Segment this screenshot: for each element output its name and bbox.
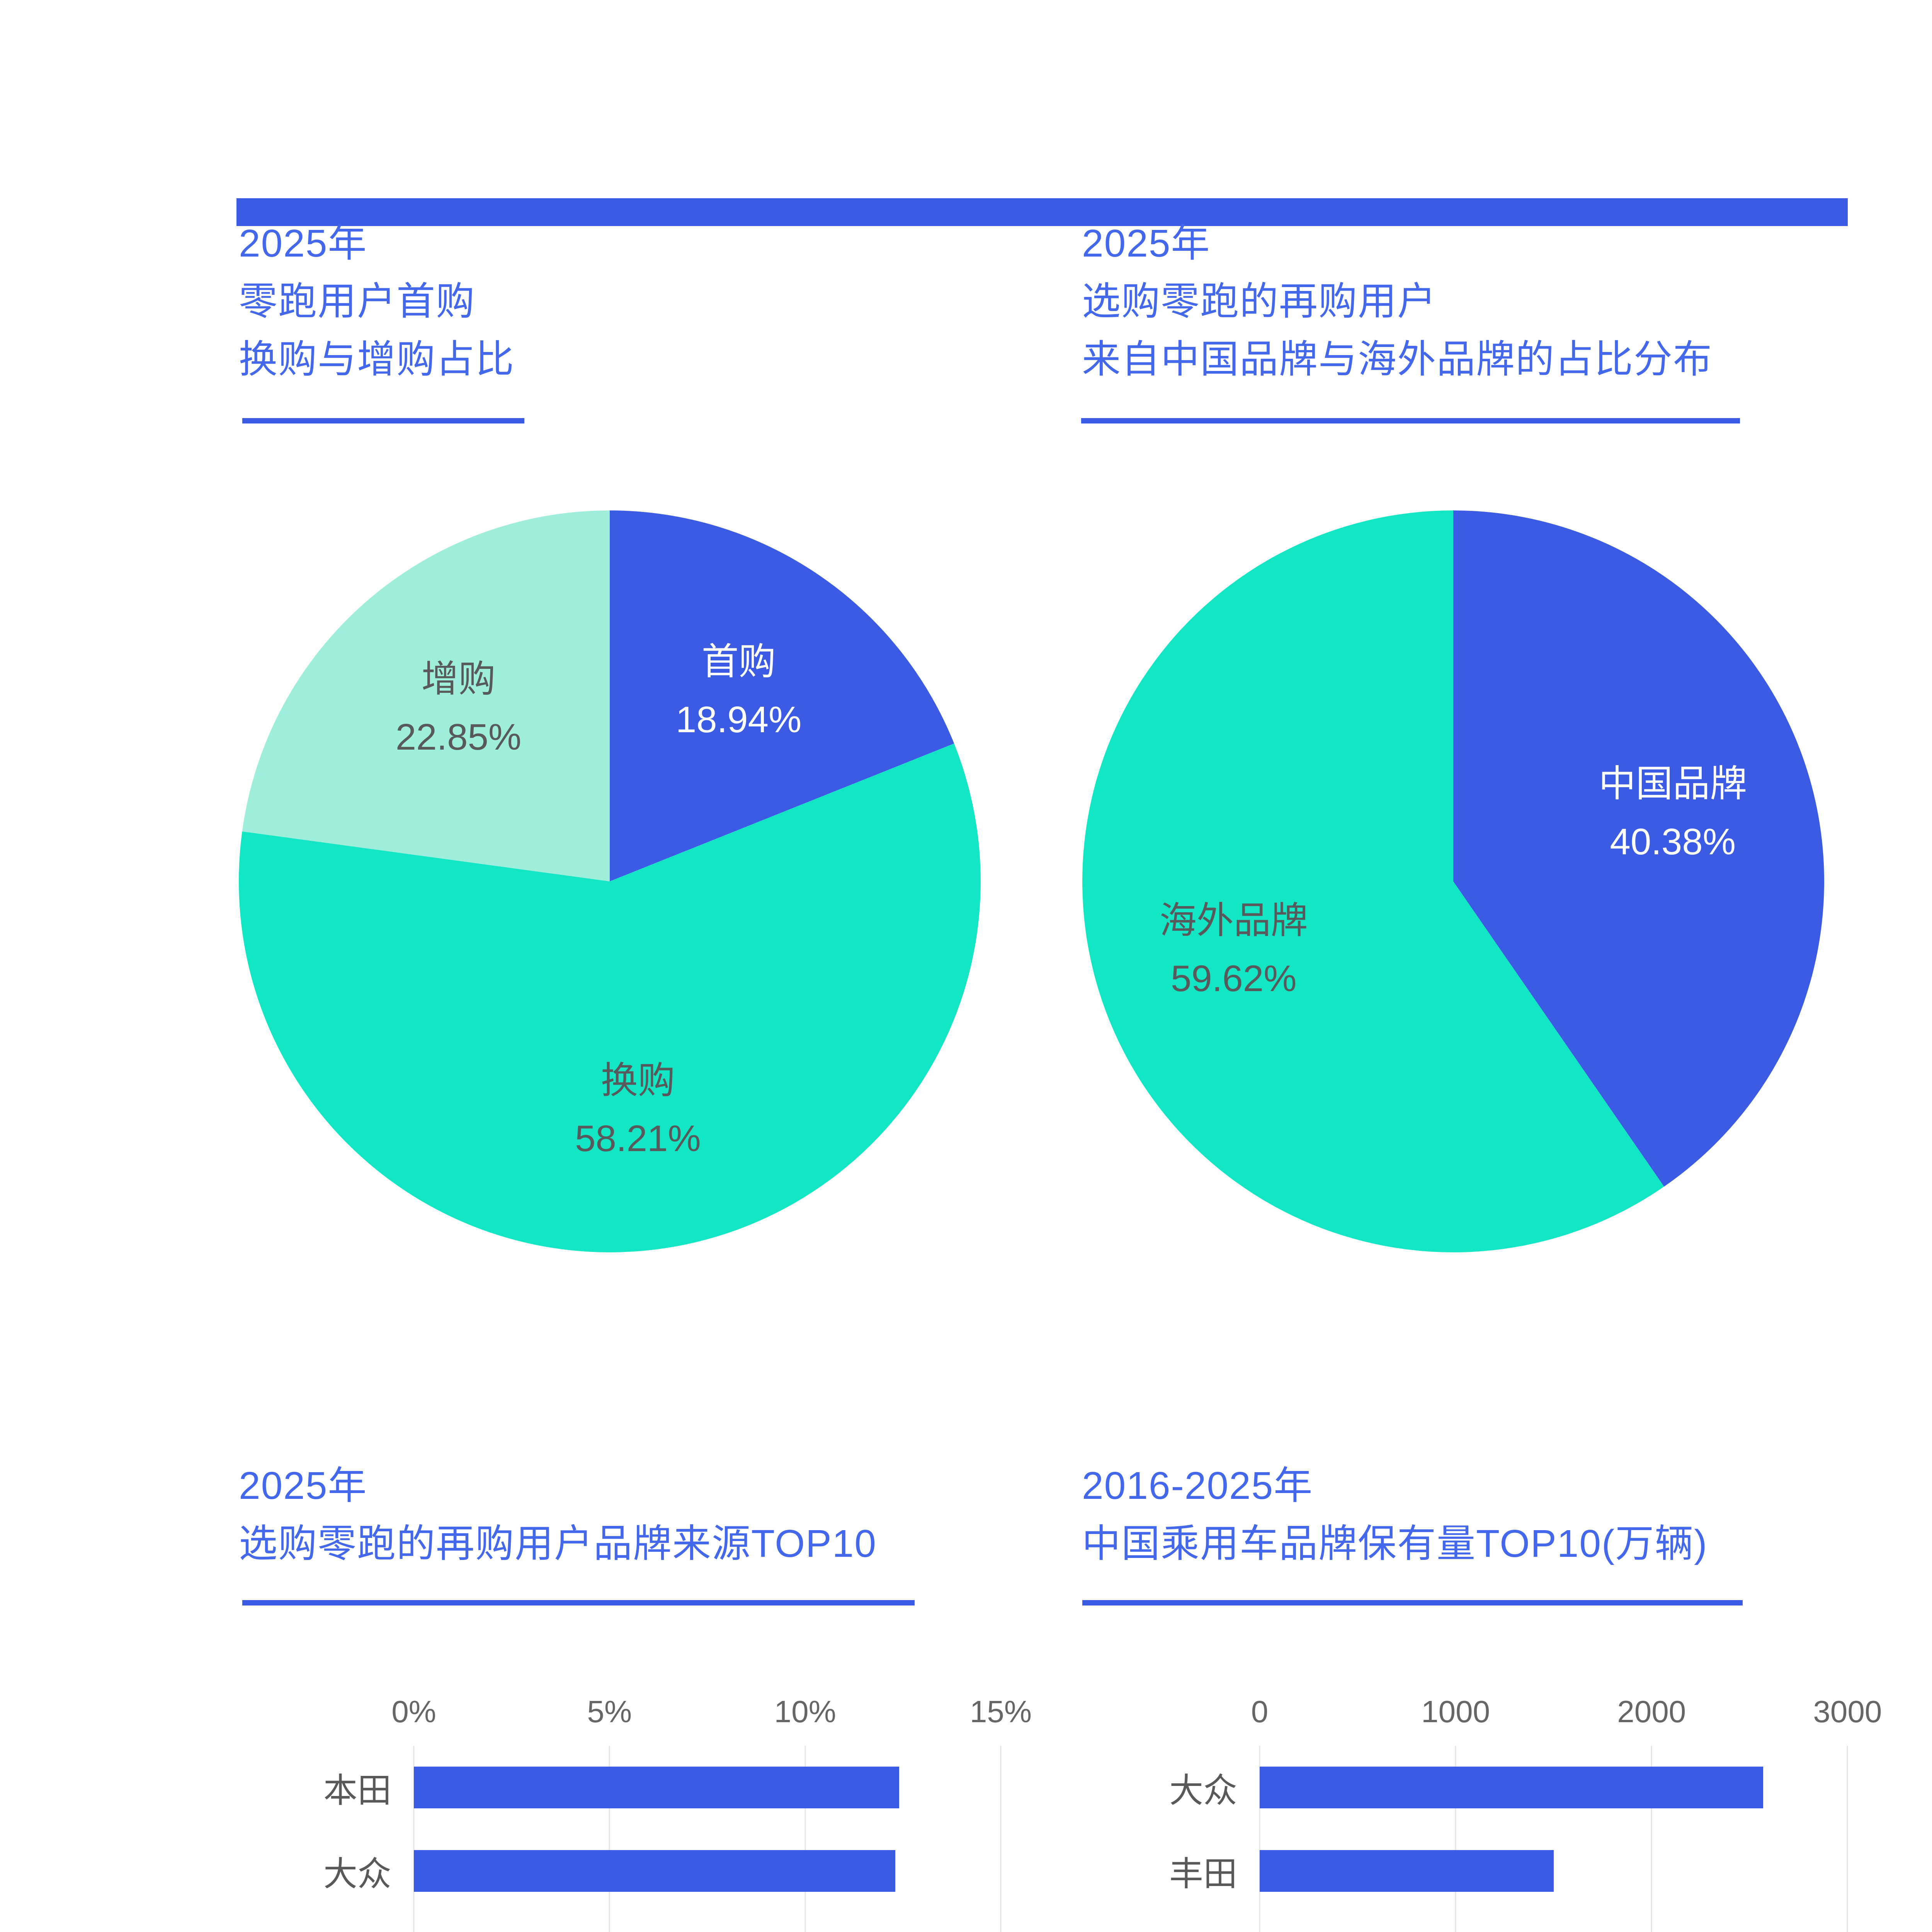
category-label-本田: 本田 xyxy=(323,1771,391,1810)
x-tick-label: 0% xyxy=(391,1694,436,1729)
gridline xyxy=(1847,1746,1848,1932)
pie2-title-underline xyxy=(1081,418,1740,423)
bar2-title-line: 中国乘用车品牌保有量TOP10(万辆) xyxy=(1082,1522,1708,1565)
gridline xyxy=(1000,1746,1002,1932)
bar-丰田 xyxy=(1260,1850,1554,1892)
bar-本田 xyxy=(414,1767,899,1808)
pie-slice-首购 xyxy=(610,510,954,881)
pie-slice-label-中国品牌: 中国品牌 40.38% xyxy=(1599,763,1747,862)
gridline xyxy=(609,1746,610,1932)
pie-slice-label-换购: 换购 58.21% xyxy=(575,1060,701,1159)
pie-chart-brand-origin: 中国品牌 40.38% 海外品牌 59.62% xyxy=(1082,510,1824,1252)
pie-slice-label-海外品牌: 海外品牌 59.62% xyxy=(1159,900,1308,1000)
category-label-丰田: 丰田 xyxy=(1169,1854,1237,1893)
pie-slice-label-增购: 增购 22.85% xyxy=(395,658,522,758)
x-tick-label: 3000 xyxy=(1813,1694,1882,1729)
category-labels: 大众丰田比亚迪本田吉利汽车长安汽车日产别克奔驰宝马 xyxy=(1078,1746,1237,1932)
x-tick-label: 10% xyxy=(774,1694,836,1729)
pie-graphic xyxy=(1082,510,1824,1252)
pie1-title: 2025年 零跑用户首购 换购与增购占比 xyxy=(239,214,515,388)
bar1-title-line: 2025年 xyxy=(239,1464,367,1507)
x-axis-ticks: 0% 5% 10% 15% xyxy=(391,1690,1032,1733)
bar1-title-underline xyxy=(242,1600,915,1605)
category-label-丰田: 丰田 xyxy=(232,1913,391,1932)
x-tick-label: 5% xyxy=(587,1694,632,1729)
category-label-大众: 大众 xyxy=(323,1854,391,1893)
top-divider xyxy=(236,198,1848,226)
x-tick-label: 1000 xyxy=(1421,1694,1490,1729)
x-tick-label: 0 xyxy=(1251,1694,1269,1729)
pie2-title-line: 2025年 xyxy=(1082,222,1211,265)
plot-area xyxy=(413,1746,1032,1932)
pie1-title-underline xyxy=(242,418,524,423)
pie-slice-海外品牌 xyxy=(1082,510,1664,1252)
pie2-title-line: 来自中国品牌与海外品牌的占比分布 xyxy=(1082,338,1713,381)
pie2-title: 2025年 选购零跑的再购用户 来自中国品牌与海外品牌的占比分布 xyxy=(1082,214,1713,388)
pie1-title-line: 换购与增购占比 xyxy=(239,338,515,381)
pie-slice-增购 xyxy=(242,510,610,881)
plot-area xyxy=(1259,1746,1878,1932)
category-label-大众: 大众 xyxy=(1169,1771,1237,1810)
category-labels: 本田大众丰田日产吉利别克比亚迪零跑汽车现代长安汽车 xyxy=(232,1746,391,1932)
bar-大众 xyxy=(1260,1767,1764,1808)
x-tick-label: 2000 xyxy=(1617,1694,1686,1729)
gridline xyxy=(1651,1746,1652,1932)
category-label-比亚迪: 比亚迪 xyxy=(1078,1913,1237,1932)
bar2-title-line: 2016-2025年 xyxy=(1082,1464,1313,1507)
pie-graphic xyxy=(239,510,981,1252)
x-axis-ticks: 0 1000 2000 3000 xyxy=(1251,1690,1882,1733)
pie-slice-换购 xyxy=(239,743,981,1252)
gridline xyxy=(1455,1746,1456,1932)
bar-大众 xyxy=(414,1850,895,1892)
x-tick-label: 15% xyxy=(969,1694,1032,1729)
gridline xyxy=(1259,1746,1260,1932)
gridline xyxy=(804,1746,806,1932)
pie-slice-label-首购: 首购 18.94% xyxy=(675,641,802,741)
bar2-title-underline xyxy=(1082,1600,1743,1605)
gridline xyxy=(413,1746,415,1932)
pie-slice-中国品牌 xyxy=(1453,510,1824,1187)
bar-chart-repurchase-source: 0%5%10%15% 本田大众丰田日产吉利别克比亚迪零跑汽车现代长安汽车 xyxy=(232,1683,1066,1932)
bar2-title: 2016-2025年 中国乘用车品牌保有量TOP10(万辆) xyxy=(1082,1457,1708,1573)
pie1-title-line: 2025年 xyxy=(239,222,367,265)
pie-chart-first-purchase: 首购 18.94% 换购 58.21% 增购 22.85% xyxy=(239,510,981,1252)
pie2-title-line: 选购零跑的再购用户 xyxy=(1082,280,1437,323)
bar1-title-line: 选购零跑的再购用户品牌来源TOP10 xyxy=(239,1522,877,1565)
pie1-title-line: 零跑用户首购 xyxy=(239,280,475,323)
bar1-title: 2025年 选购零跑的再购用户品牌来源TOP10 xyxy=(239,1457,877,1573)
